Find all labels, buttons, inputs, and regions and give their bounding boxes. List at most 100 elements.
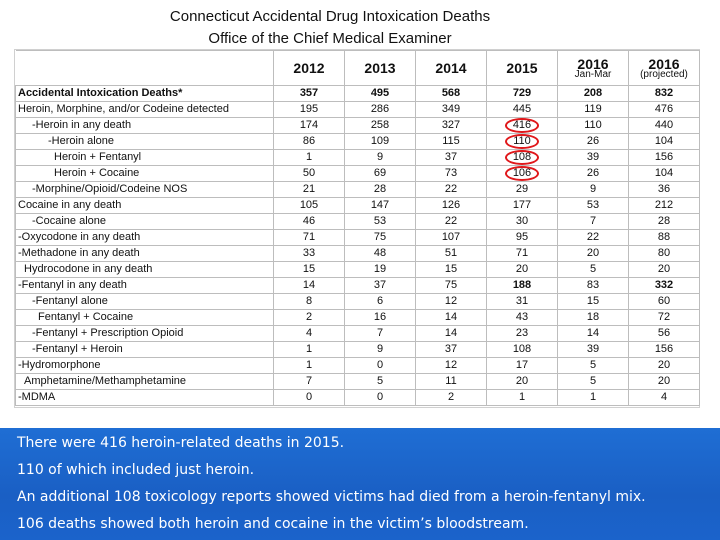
table-cell: 0 <box>273 389 345 406</box>
cell-value: 20 <box>657 263 671 275</box>
table-cell: 37 <box>415 149 487 166</box>
row-label: Amphetamine/Methamphetamine <box>15 373 274 390</box>
table-row: Amphetamine/Methamphetamine 7 5 11 20 5 20 <box>15 373 700 390</box>
row-label: -Fentanyl in any death <box>15 277 274 294</box>
table-cell: 22 <box>557 229 629 246</box>
cell-value: 7 <box>376 327 384 339</box>
table-cell: 39 <box>557 149 629 166</box>
cell-value: 26 <box>586 135 600 147</box>
cell-value: 37 <box>444 343 458 355</box>
table-cell: 495 <box>344 85 416 102</box>
table-cell: 15 <box>415 261 487 278</box>
cell-value: 14 <box>586 327 600 339</box>
table-cell: 188 <box>486 277 558 294</box>
cell-value: 14 <box>444 327 458 339</box>
table-cell: 12 <box>415 357 487 374</box>
table-cell: 18 <box>557 309 629 326</box>
table-cell: 39 <box>557 341 629 358</box>
cell-value: 29 <box>515 183 529 195</box>
table-cell: 476 <box>628 101 700 118</box>
row-label: -Methadone in any death <box>15 245 274 262</box>
table-cell: 83 <box>557 277 629 294</box>
cell-value: 0 <box>305 391 313 403</box>
cell-value: 39 <box>586 343 600 355</box>
table-cell: 14 <box>273 277 345 294</box>
cell-value: 71 <box>515 247 529 259</box>
table-cell: 109 <box>344 133 416 150</box>
table-cell: 110 <box>486 133 558 150</box>
cell-value: 9 <box>376 151 384 163</box>
table-cell: 104 <box>628 133 700 150</box>
cell-value: 11 <box>445 375 457 387</box>
row-label: -Oxycodone in any death <box>15 229 274 246</box>
cell-value: 0 <box>376 359 384 371</box>
cell-value: 17 <box>515 359 529 371</box>
header-year-label: 2012 <box>293 59 325 76</box>
caption-line-4: 106 deaths showed both heroin and cocain… <box>17 516 529 532</box>
table-cell: 56 <box>628 325 700 342</box>
table-row: Heroin + Fentanyl 1 9 37 108 39 156 <box>15 149 700 166</box>
table-cell: 37 <box>415 341 487 358</box>
row-label: Hydrocodone in any death <box>15 261 274 278</box>
row-label: Accidental Intoxication Deaths* <box>15 85 274 102</box>
table-cell: 36 <box>628 181 700 198</box>
cell-value: 156 <box>654 343 674 355</box>
table-cell: 48 <box>344 245 416 262</box>
cell-value: 1 <box>518 391 526 403</box>
cell-value: 26 <box>586 167 600 179</box>
cell-value: 476 <box>654 103 674 115</box>
table-cell: 53 <box>344 213 416 230</box>
cell-value: 88 <box>657 231 671 243</box>
table-cell: 445 <box>486 101 558 118</box>
cell-value: 104 <box>654 167 674 179</box>
table-cell: 51 <box>415 245 487 262</box>
table-header-row: 2012 2013 2014 2015 2016 Jan-Mar 2016 (projecte… <box>15 50 700 86</box>
cell-value: 15 <box>302 263 316 275</box>
cell-value: 729 <box>512 87 532 99</box>
cell-value: 46 <box>302 215 316 227</box>
cell-value: 4 <box>660 391 668 403</box>
table-cell: 119 <box>557 101 629 118</box>
cell-value: 60 <box>657 295 671 307</box>
cell-value: 50 <box>302 167 316 179</box>
cell-value: 83 <box>586 279 600 291</box>
cell-value: 23 <box>515 327 529 339</box>
table-row: Cocaine in any death 105 147 126 177 53 212 <box>15 197 700 214</box>
header-year-3: 2015 <box>486 50 558 86</box>
cell-value: 33 <box>302 247 316 259</box>
table-cell: 174 <box>273 117 345 134</box>
cell-value: 53 <box>586 199 600 211</box>
cell-value: 115 <box>442 135 460 147</box>
cell-value: 349 <box>441 103 461 115</box>
table-cell: 75 <box>344 229 416 246</box>
slide-title: Connecticut Accidental Drug Intoxication… <box>169 8 491 25</box>
row-label: -Heroin alone <box>15 133 274 150</box>
header-blank-cell <box>15 50 274 86</box>
cell-value: 28 <box>657 215 671 227</box>
table-cell: 53 <box>557 197 629 214</box>
table-row: Heroin, Morphine, and/or Codeine detecte… <box>15 101 700 118</box>
table-cell: 568 <box>415 85 487 102</box>
caption-line-3: An additional 108 toxicology reports sho… <box>17 489 646 505</box>
cell-value: 5 <box>376 375 384 387</box>
table-cell: 95 <box>486 229 558 246</box>
cell-value: 195 <box>299 103 319 115</box>
cell-value: 31 <box>515 295 529 307</box>
table-row: Heroin + Cocaine 50 69 73 106 26 104 <box>15 165 700 182</box>
table-row: -Fentanyl + Heroin 1 9 37 108 39 156 <box>15 341 700 358</box>
cell-value: 36 <box>657 183 671 195</box>
cell-value: 14 <box>302 279 316 291</box>
table-cell: 20 <box>628 373 700 390</box>
cell-value: 28 <box>373 183 387 195</box>
table-cell: 286 <box>344 101 416 118</box>
table-cell: 1 <box>273 341 345 358</box>
row-label: -MDMA <box>15 389 274 406</box>
header-period-label: Jan-Mar <box>574 69 612 80</box>
row-label: Fentanyl + Cocaine <box>15 309 274 326</box>
table-cell: 20 <box>557 245 629 262</box>
cell-value: 95 <box>515 231 529 243</box>
header-year-0: 2012 <box>273 50 345 86</box>
row-label: Heroin, Morphine, and/or Codeine detecte… <box>15 101 274 118</box>
cell-value: 327 <box>441 119 461 131</box>
cell-value: 15 <box>586 295 600 307</box>
